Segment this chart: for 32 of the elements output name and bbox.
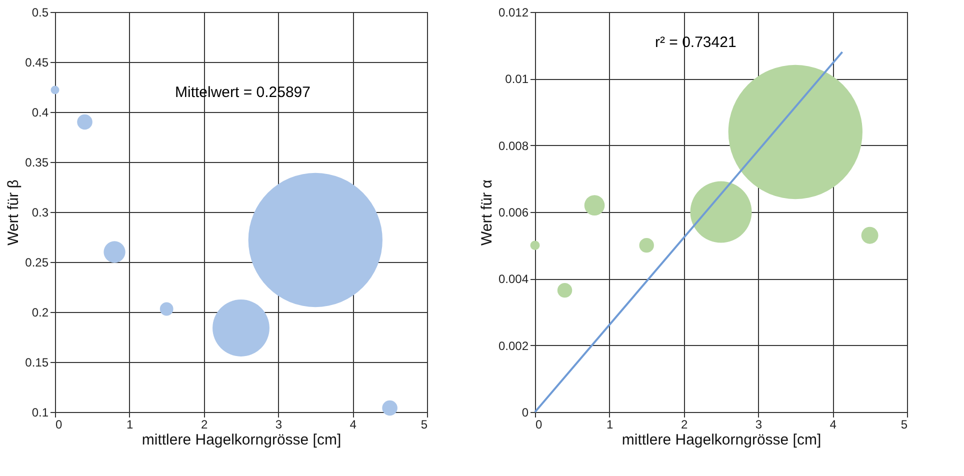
x-axis-title: mittlere Hagelkorngrösse [cm] (142, 432, 342, 448)
y-tick-label: 0.01 (505, 72, 529, 86)
y-tick-label: 0.5 (32, 6, 49, 20)
x-tick-label: 2 (680, 418, 688, 432)
y-tick-label: 0.004 (498, 272, 529, 286)
y-tick-label: 0.1 (32, 406, 49, 420)
y-tick-label: 0.45 (25, 56, 49, 70)
y-tick-label: 0.4 (32, 106, 49, 120)
y-tick-label: 0.008 (498, 138, 529, 153)
y-tick-label: 0 (522, 406, 529, 420)
y-tick-label: 0.15 (25, 356, 49, 370)
x-tick-label: 3 (275, 418, 282, 432)
y-tick-label: 0.3 (32, 206, 49, 220)
x-tick-label: 4 (350, 418, 357, 432)
y-tick-label: 0.35 (25, 156, 49, 170)
x-tick-label: 1 (126, 418, 134, 432)
x-tick-label: 5 (420, 418, 428, 432)
x-tick-label: 5 (900, 418, 908, 432)
y-axis-title: Wert für β (5, 179, 22, 246)
x-tick-label: 4 (830, 418, 837, 432)
x-tick-label: 3 (755, 418, 762, 432)
y-axis-title: Wert für α (478, 179, 496, 246)
x-tick-label: 0 (56, 418, 62, 432)
y-tick-label: 0.002 (498, 338, 529, 353)
y-tick-label: 0.006 (498, 206, 529, 220)
x-tick-label: 1 (606, 418, 614, 432)
x-tick-label: 2 (200, 418, 208, 432)
x-axis-title: mittlere Hagelkorngrösse [cm] (622, 432, 822, 448)
x-tick-label: 0 (536, 418, 542, 432)
y-tick-label: 0.012 (498, 6, 529, 20)
y-tick-label: 0.25 (25, 256, 49, 270)
y-tick-label: 0.2 (32, 306, 49, 320)
